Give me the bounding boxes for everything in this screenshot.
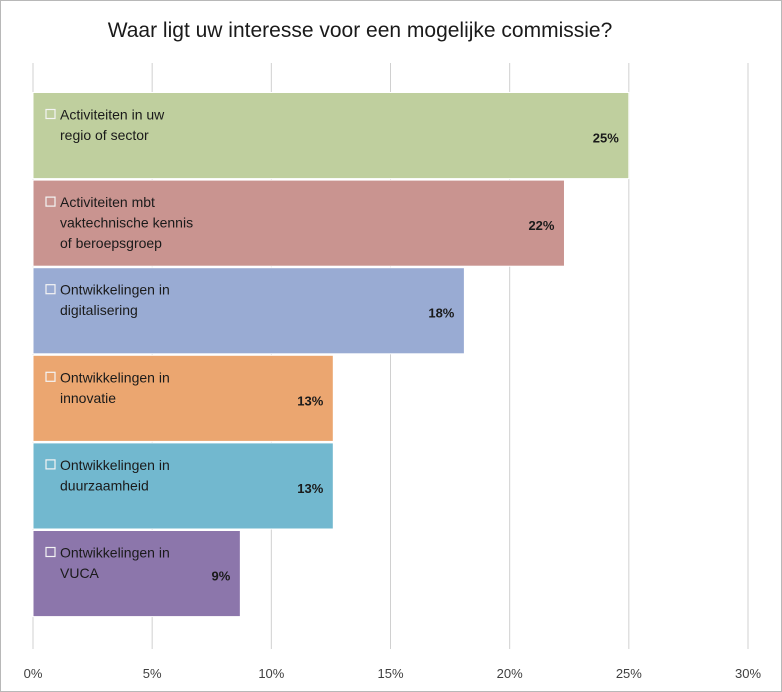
- x-tick-label: 25%: [616, 666, 642, 681]
- bar: [32, 442, 334, 530]
- x-axis-ticks: 0% 5% 10% 15% 20% 25% 30%: [24, 666, 762, 681]
- value-label: 13%: [297, 481, 323, 496]
- x-tick-label: 0%: [24, 666, 43, 681]
- value-label: 18%: [428, 306, 454, 321]
- category-label: innovatie: [60, 390, 116, 406]
- bar: [32, 530, 241, 618]
- category-marker: [45, 371, 56, 382]
- category-label: duurzaamheid: [60, 477, 149, 493]
- x-tick-label: 15%: [377, 666, 403, 681]
- bar: [32, 267, 465, 355]
- x-tick-label: 20%: [497, 666, 523, 681]
- value-label: 13%: [297, 393, 323, 408]
- bar: [32, 179, 565, 267]
- category-marker: [45, 546, 56, 558]
- category-label: Ontwikkelingen in: [60, 369, 170, 385]
- category-label: regio of sector: [60, 127, 149, 143]
- category-label: Activiteiten in uw: [60, 107, 165, 123]
- category-marker: [45, 108, 56, 120]
- category-label: digitalisering: [60, 302, 138, 318]
- value-label: 9%: [212, 569, 231, 584]
- value-label: 25%: [593, 131, 619, 146]
- bars: Activiteiten in uw regio of sector 25% Acti…: [32, 92, 630, 618]
- category-marker: [45, 196, 56, 207]
- x-tick-label: 10%: [258, 666, 284, 681]
- x-tick-label: 5%: [143, 666, 162, 681]
- bar: [32, 354, 334, 442]
- category-label: VUCA: [60, 565, 100, 581]
- category-label: Ontwikkelingen in: [60, 457, 170, 473]
- bar: [32, 92, 630, 180]
- category-label: Ontwikkelingen in: [60, 282, 170, 298]
- category-label: Activiteiten mbt: [60, 194, 155, 210]
- category-label: of beroepsgroep: [60, 235, 162, 251]
- category-marker: [45, 459, 56, 470]
- x-tick-label: 30%: [735, 666, 761, 681]
- category-label: vaktechnische kennis: [60, 215, 193, 231]
- category-label: Ontwikkelingen in: [60, 545, 170, 561]
- chart-title: Waar ligt uw interesse voor een mogelijk…: [107, 19, 613, 42]
- value-label: 22%: [528, 218, 554, 233]
- category-marker: [45, 284, 56, 295]
